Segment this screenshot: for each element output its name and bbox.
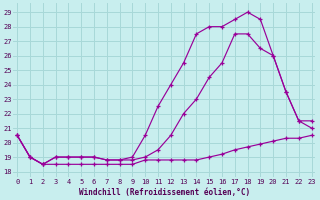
X-axis label: Windchill (Refroidissement éolien,°C): Windchill (Refroidissement éolien,°C) <box>79 188 250 197</box>
